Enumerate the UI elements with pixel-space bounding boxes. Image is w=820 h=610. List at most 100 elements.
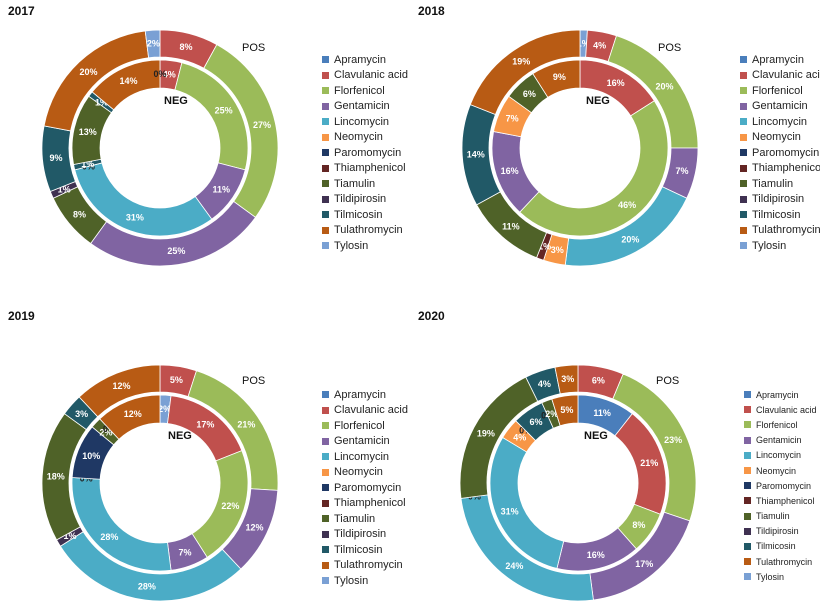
neg-label: NEG (168, 430, 192, 442)
legend-item-tilmicosin: Tilmicosin (740, 207, 820, 223)
legend-swatch (322, 437, 329, 445)
legend-label: Gentamicin (334, 100, 390, 113)
pos-label-clavulanic-acid: 5% (170, 375, 183, 385)
pos-label: POS (658, 42, 682, 54)
neg-label-tylosin: 2% (158, 404, 171, 414)
legend-label: Thiamphenicol (752, 162, 820, 175)
legend-swatch (740, 87, 747, 95)
legend-item-neomycin: Neomycin (740, 130, 820, 146)
year-label: 2020 (418, 309, 445, 323)
legend-swatch (322, 164, 329, 172)
neg-label-paromomycin: 10% (82, 451, 100, 461)
legend-swatch (740, 195, 747, 203)
neg-label-clavulanic-acid: 21% (640, 458, 658, 468)
legend-item-tulathromycin: Tulathromycin (744, 554, 817, 569)
pos-label-tilmicosin: 14% (467, 150, 485, 160)
legend-item-apramycin: Apramycin (322, 387, 408, 403)
pos-label-tilmicosin: 9% (49, 153, 62, 163)
legend-label: Tulathromycin (334, 224, 403, 237)
legend-swatch (322, 515, 329, 523)
legend-swatch (322, 530, 329, 538)
legend-item-florfenicol: Florfenicol (744, 417, 817, 432)
legend-swatch (744, 436, 751, 444)
legend-item-lincomycin: Lincomycin (744, 448, 817, 463)
legend-label: Tylosin (752, 239, 787, 252)
legend-swatch (744, 391, 751, 399)
legend-label: Neomycin (334, 466, 383, 479)
legend-item-tilmicosin: Tilmicosin (322, 542, 408, 558)
legend-swatch (322, 71, 329, 79)
legend-label: Apramycin (334, 388, 386, 401)
pos-slice-tulathromycin (469, 29, 581, 116)
neg-label-tulathromycin: 5% (560, 405, 573, 415)
pos-slice-tylosin (144, 29, 161, 59)
legend-label: Gentamicin (334, 435, 390, 448)
pos-label-clavulanic-acid: 4% (593, 40, 606, 50)
legend-label: Florfenicol (334, 419, 385, 432)
panel-2017: 2017 8% 27% 25% 8% 1% 9% 20% 2% 4% 25% 11% 31% 0% 1% 1… (0, 0, 410, 305)
legend-swatch (740, 149, 747, 157)
pos-label: POS (656, 375, 680, 387)
legend-label: Tilmicosin (752, 208, 801, 221)
legend-item-tilmicosin: Tilmicosin (744, 539, 817, 554)
legend-swatch (744, 497, 751, 505)
neg-label-tulathromycin: 9% (553, 72, 566, 82)
pos-label-tiamulin: 11% (502, 221, 520, 231)
neg-label-lincomycin: 31% (126, 213, 144, 223)
legend-item-paromomycin: Paromomycin (744, 478, 817, 493)
legend-swatch (740, 211, 747, 219)
legend-item-tylosin: Tylosin (740, 238, 820, 254)
donut-chart-2018: 1% 4%20%7%20%3%1%11%14%19%16%46%16%7%6%9% (461, 29, 699, 267)
legend-label: Thiamphenicol (756, 495, 815, 506)
neg-label-tiamulin: 2% (100, 427, 113, 437)
neg-label-tiamulin: 13% (79, 127, 97, 137)
legend-label: Apramycin (334, 53, 386, 66)
pos-label-tiamulin: 8% (73, 210, 86, 220)
legend-item-florfenicol: Florfenicol (322, 418, 408, 434)
legend-swatch (322, 422, 329, 430)
legend-item-clavulanic-acid: Clavulanic acid (322, 403, 408, 419)
neg-label: NEG (584, 430, 608, 442)
legend-label: Tylosin (334, 239, 369, 252)
legend-item-tiamulin: Tiamulin (322, 511, 408, 527)
legend-item-tulathromycin: Tulathromycin (322, 558, 408, 574)
legend-label: Tylosin (334, 574, 369, 587)
neg-label-tulathromycin: 12% (124, 409, 142, 419)
legend-label: Florfenicol (756, 419, 798, 430)
legend-swatch (744, 542, 751, 550)
legend-label: Paromomycin (334, 481, 402, 494)
legend-label: Thiamphenicol (334, 497, 406, 510)
neg-label-florfenicol: 46% (618, 200, 636, 210)
pos-slice-tulathromycin (554, 364, 579, 395)
panel-2019: 2019 0%5%21%12%28%1%18%3%12%2%17%22%7%28… (0, 305, 410, 610)
neg-slice-florfenicol (519, 100, 669, 237)
legend-label: Tilmicosin (756, 541, 796, 552)
neg-label-tylosin: 0% (153, 69, 166, 79)
legend-swatch (322, 242, 329, 250)
legend-label: Paromomycin (334, 146, 402, 159)
legend-item-apramycin: Apramycin (740, 52, 820, 68)
legend-swatch (744, 421, 751, 429)
legend-item-paromomycin: Paromomycin (740, 145, 820, 161)
legend-item-tildipirosin: Tildipirosin (740, 192, 820, 208)
legend-item-tulathromycin: Tulathromycin (740, 223, 820, 239)
legend: Apramycin Clavulanic acid Florfenicol Genta… (322, 387, 408, 589)
legend-item-neomycin: Neomycin (322, 465, 408, 481)
legend-swatch (322, 484, 329, 492)
legend-label: Tulathromycin (334, 559, 403, 572)
pos-label-clavulanic-acid: 6% (592, 376, 605, 386)
neg-slice-tulathromycin (532, 59, 581, 98)
pos-label-tiamulin: 18% (47, 471, 65, 481)
pos-label-tulathromycin: 19% (512, 57, 530, 67)
panel-2020: 2020 0%6%23%17%24%0%19%4%3%11%21%8%16%31… (410, 305, 820, 610)
legend-label: Paromomycin (752, 146, 820, 159)
pos-slice-tulathromycin (78, 364, 161, 418)
legend-item-tiamulin: Tiamulin (744, 509, 817, 524)
neg-label: NEG (164, 95, 188, 107)
pos-label-florfenicol: 21% (237, 419, 255, 429)
neg-label-clavulanic-acid: 4% (163, 70, 176, 80)
donut-chart-2019: 0%5%21%12%28%1%18%3%12%2%17%22%7%28%0%10… (41, 364, 279, 602)
legend-label: Tildipirosin (334, 193, 387, 206)
legend-item-gentamicin: Gentamicin (744, 433, 817, 448)
